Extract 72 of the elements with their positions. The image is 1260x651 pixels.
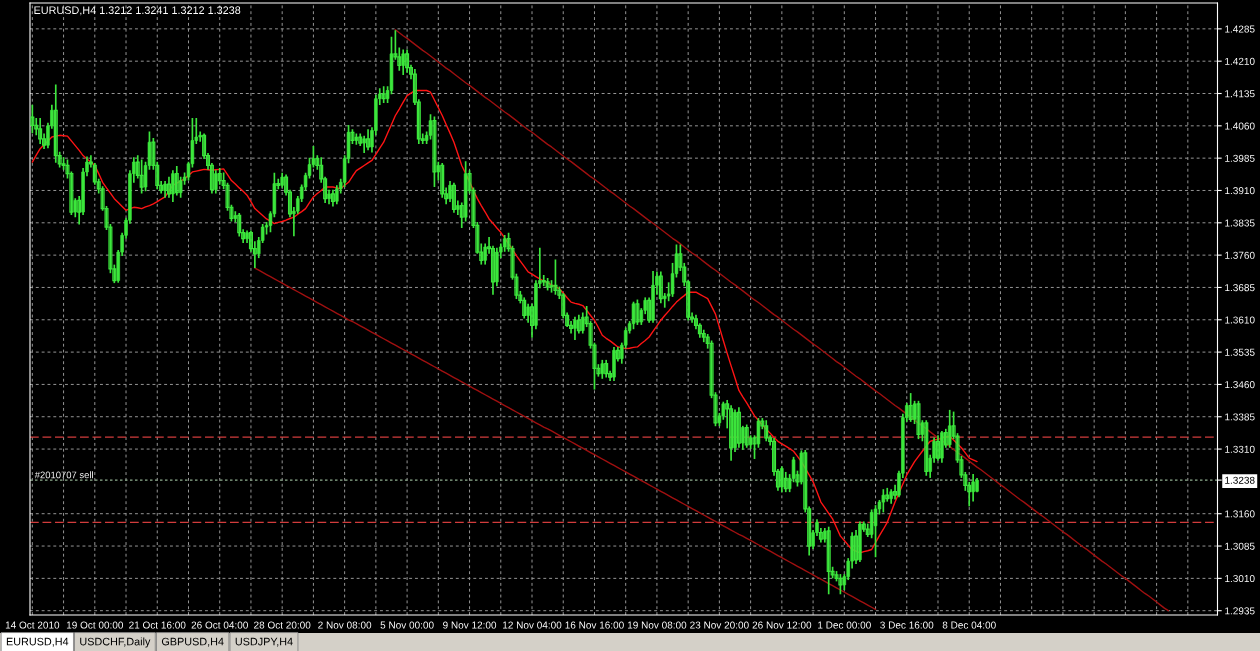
candlestick xyxy=(736,407,741,448)
y-tick-label: 1.4135 xyxy=(1225,90,1255,98)
candlestick xyxy=(139,159,144,194)
text: EURUSD,H4 xyxy=(6,637,69,647)
candlestick xyxy=(30,104,35,134)
y-tick-label: 1.2935 xyxy=(1225,607,1255,615)
candlestick xyxy=(764,420,769,442)
y-tick-label: 1.3760 xyxy=(1225,251,1255,259)
candlestick xyxy=(744,424,749,448)
candlestick xyxy=(908,393,913,422)
y-tick-label: 1.3310 xyxy=(1225,445,1255,453)
y-tick-label: 1.3160 xyxy=(1225,510,1255,518)
candlestick xyxy=(573,316,577,341)
x-tick-label: 2 Nov 08:00 xyxy=(318,621,372,629)
x-tick-label: 14 Oct 2010 xyxy=(5,621,60,629)
candlestick xyxy=(881,489,886,513)
y-tick-label: 1.4060 xyxy=(1225,122,1255,130)
y-tick-label: 1.3535 xyxy=(1225,348,1255,356)
candlestick xyxy=(451,182,456,213)
candlestick xyxy=(916,400,921,440)
y-tick-label: 1.3985 xyxy=(1225,154,1255,162)
x-tick-label: 19 Oct 00:00 xyxy=(66,621,124,629)
x-tick-label: 23 Nov 20:00 xyxy=(690,621,749,629)
x-tick-label: 16 Nov 16:00 xyxy=(565,621,624,629)
y-tick-label: 1.3685 xyxy=(1225,284,1255,292)
candlestick xyxy=(826,526,831,595)
y-tick-label: 1.3460 xyxy=(1225,381,1255,389)
y-tick-label: 1.3910 xyxy=(1225,187,1255,195)
candlestick xyxy=(947,409,952,448)
y-tick-label: 1.3085 xyxy=(1225,542,1255,550)
candlestick xyxy=(604,359,609,378)
ref-line-label: #2010707 sell xyxy=(34,471,93,479)
x-tick-label: 26 Oct 04:00 xyxy=(191,621,248,629)
line-series xyxy=(254,267,877,611)
candlestick xyxy=(171,170,175,203)
chart-title: EURUSD,H4 1.3212 1.3241 1.3212 1.3238 xyxy=(34,6,241,16)
y-tick-label: 1.3610 xyxy=(1225,316,1255,324)
candlestick xyxy=(635,299,640,325)
x-tick-label: 8 Dec 04:00 xyxy=(942,621,996,629)
candlestick xyxy=(924,420,929,476)
x-tick-label: 12 Nov 04:00 xyxy=(503,621,562,629)
candlestick xyxy=(838,574,843,595)
text: GBPUSD,H4 xyxy=(161,637,224,647)
candlestick xyxy=(971,474,975,502)
candlestick xyxy=(381,86,386,103)
candlestick xyxy=(553,259,558,295)
x-tick-label: 5 Nov 00:00 xyxy=(380,621,434,629)
line-series xyxy=(394,29,1170,612)
candlestick xyxy=(174,165,179,196)
candlestick xyxy=(366,129,371,151)
text: USDCHF,Daily xyxy=(80,637,151,648)
x-tick-label: 19 Nov 08:00 xyxy=(627,621,687,629)
candlestick xyxy=(432,116,437,188)
y-tick-label: 1.4285 xyxy=(1225,25,1255,33)
x-tick-label: 26 Nov 12:00 xyxy=(752,621,812,629)
x-tick-label: 21 Oct 16:00 xyxy=(129,621,186,629)
x-tick-label: 9 Nov 12:00 xyxy=(443,621,497,629)
x-tick-label: 28 Oct 20:00 xyxy=(254,621,311,629)
y-tick-label: 1.3385 xyxy=(1225,413,1255,421)
candlestick xyxy=(935,435,941,461)
x-tick-label: 3 Dec 16:00 xyxy=(880,621,934,629)
candlestick xyxy=(658,271,663,304)
text: USDJPY,H4 xyxy=(235,637,293,647)
candlestick xyxy=(401,49,405,75)
x-tick-label: 1 Dec 00:00 xyxy=(818,621,871,629)
candlestick xyxy=(631,301,636,330)
candlestick xyxy=(780,466,784,493)
y-tick-label: 1.3010 xyxy=(1225,575,1255,583)
y-tick-label: 1.3238 xyxy=(1225,476,1255,484)
y-tick-label: 1.3835 xyxy=(1225,219,1255,227)
y-tick-label: 1.4210 xyxy=(1225,57,1255,65)
line-series xyxy=(31,89,978,554)
